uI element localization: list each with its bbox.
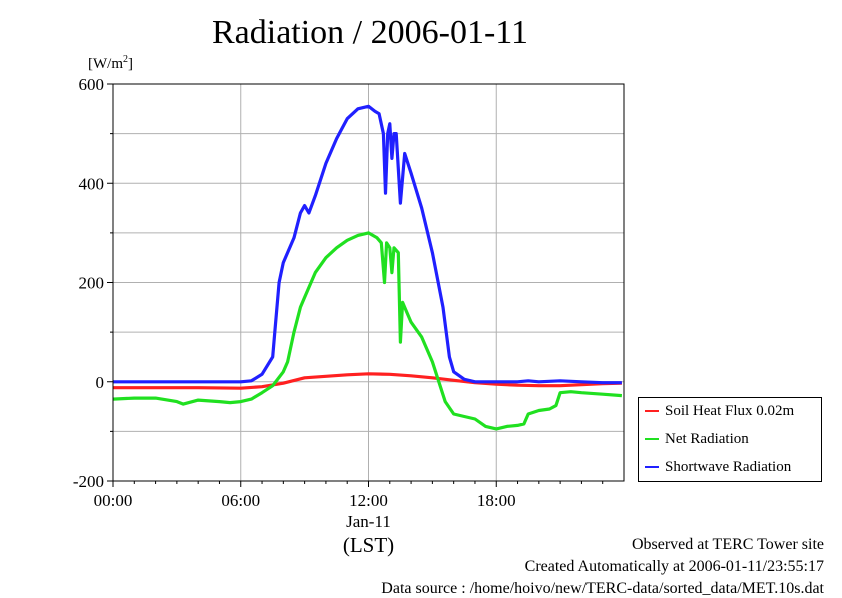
x-axis-label: (LST) <box>343 533 394 557</box>
legend-swatch <box>645 466 659 468</box>
legend-item: Net Radiation <box>645 429 749 449</box>
x-tick-label: 00:00 <box>94 491 133 510</box>
x-date-label: Jan-11 <box>346 512 391 531</box>
series-line-0 <box>113 372 622 390</box>
footer-datasource: Data source : /home/hoivo/new/TERC-data/… <box>381 580 824 597</box>
footer-created: Created Automatically at 2006-01-11/23:5… <box>524 558 824 575</box>
legend-item: Soil Heat Flux 0.02m <box>645 401 794 421</box>
chart-title: Radiation / 2006-01-11 <box>211 14 529 51</box>
chart-legend: Soil Heat Flux 0.02m Net Radiation Shortwa… <box>638 397 822 482</box>
y-tick-label: -200 <box>73 472 104 491</box>
x-tick-label: 06:00 <box>221 491 260 510</box>
chart-series <box>112 104 623 431</box>
series-line-2 <box>113 104 622 385</box>
series-line-1 <box>112 231 623 431</box>
legend-swatch <box>645 410 659 412</box>
legend-item: Shortwave Radiation <box>645 457 791 477</box>
legend-label: Soil Heat Flux 0.02m <box>665 402 795 419</box>
y-axis-unit-label: [W/m2] <box>88 54 133 72</box>
legend-label: Shortwave Radiation <box>665 458 792 475</box>
y-tick-label: 400 <box>79 174 105 193</box>
legend-swatch <box>645 438 659 440</box>
y-tick-label: 600 <box>79 75 105 94</box>
x-tick-label: 12:00 <box>349 491 388 510</box>
chart-axes: -200 0 200 400 600 00:00 06:00 12:00 18:00 Jan-11… <box>73 75 604 557</box>
legend-label: Net Radiation <box>665 430 749 447</box>
x-tick-label: 18:00 <box>477 491 516 510</box>
y-tick-label: 200 <box>79 274 105 293</box>
chart-grid <box>113 84 624 481</box>
footer-observed: Observed at TERC Tower site <box>631 536 824 553</box>
y-tick-label: 0 <box>96 373 105 392</box>
